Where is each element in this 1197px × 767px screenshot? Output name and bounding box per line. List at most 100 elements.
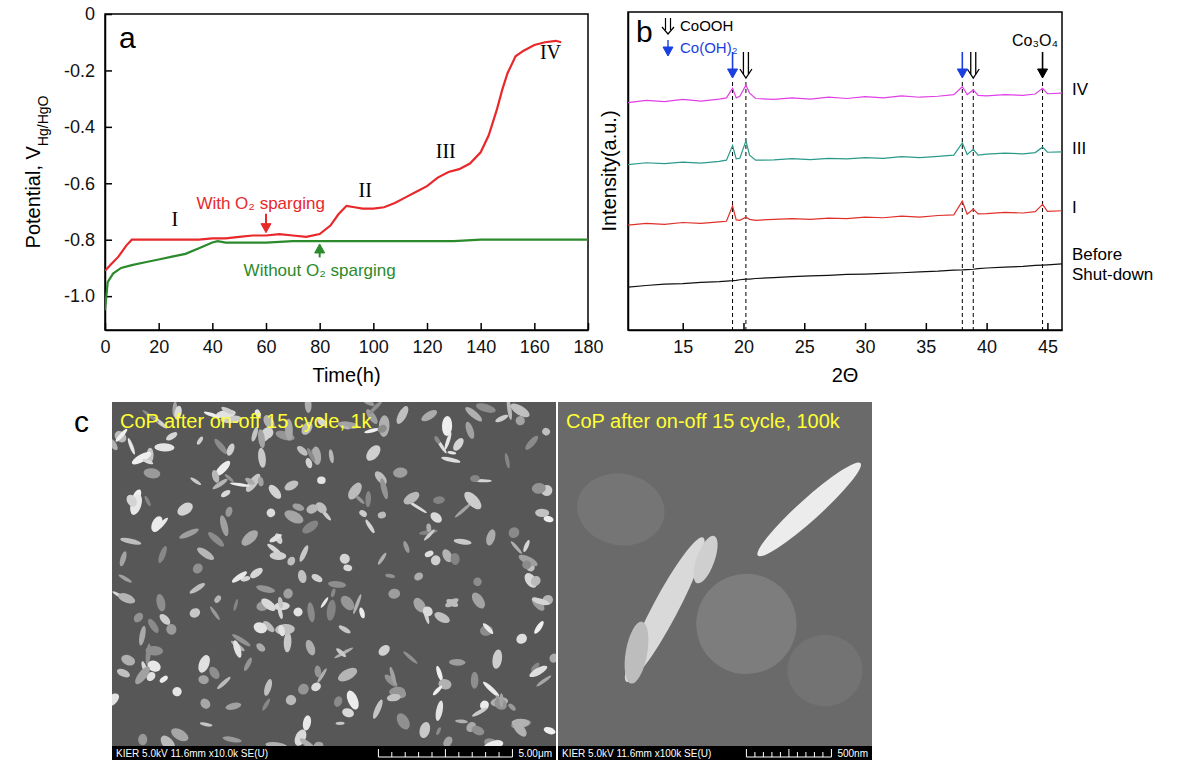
sem-flake: [377, 552, 388, 566]
sem-flake: [364, 519, 376, 535]
sem-scale-label: 500nm: [837, 748, 868, 759]
sem-flake: [430, 554, 442, 566]
sem-flake: [473, 577, 482, 587]
x-axis-tick-label: 40: [977, 337, 997, 357]
x-axis-tick-label: 20: [734, 337, 754, 357]
x-axis-line: [629, 330, 1063, 332]
y-axis: [628, 13, 629, 331]
legend-icon: [670, 18, 671, 30]
scale-bar-tick: [763, 752, 764, 757]
sem-flake: [210, 469, 220, 483]
x-axis-tick-mark: [480, 323, 482, 330]
sem-scale-bar: [378, 749, 512, 757]
y-axis-title: Potential, VHg/HgO: [22, 95, 51, 248]
plot-frame: [105, 14, 588, 330]
arrow-head: [1038, 69, 1048, 78]
x-axis-tick-mark: [804, 323, 806, 330]
arrow-head: [315, 244, 325, 253]
arrow-head: [740, 69, 752, 78]
sem-flake: [444, 596, 460, 609]
sem-flake: [371, 698, 384, 719]
sem-flake: [362, 402, 375, 407]
sem-flake: [363, 443, 383, 464]
arrow-head: [728, 69, 738, 78]
sem-flake: [188, 606, 202, 619]
scale-bar-tick: [788, 749, 789, 757]
sem-flake: [257, 477, 264, 487]
sem-flake: [261, 698, 272, 712]
y-axis-tick: -0.6: [64, 174, 112, 194]
sem-flake: [463, 405, 484, 424]
legend-icon: [663, 47, 673, 56]
x-axis-tick-label: 40: [203, 337, 223, 357]
x-axis-tick-label: 0: [100, 337, 110, 357]
x-axis-tick-label: 15: [673, 337, 693, 357]
scale-bar-tick: [797, 752, 798, 757]
sem-flake: [341, 707, 355, 719]
sem-flake: [189, 476, 202, 486]
sem-flake: [491, 649, 503, 670]
scale-bar-tick: [391, 752, 392, 757]
x-axis-tick: 120: [412, 323, 442, 357]
panel-b: 15202530354045Co₃O₄IVIIIIBeforeShut-down…: [598, 12, 1153, 386]
arrow-shaft: [975, 52, 976, 74]
sem-flake: [464, 421, 476, 440]
sem-flake: [171, 685, 184, 698]
series-line: [628, 141, 1062, 165]
sem-flake: [345, 480, 364, 502]
sem-flake: [336, 722, 345, 725]
sem-flake: [143, 467, 161, 479]
sem-background: [112, 402, 556, 760]
sem-flake: [454, 502, 472, 519]
sem-flake: [333, 695, 344, 708]
sem-flake: [191, 562, 205, 576]
y-axis-tick-mark: [105, 70, 112, 72]
y-axis-line: [105, 15, 107, 331]
sem-flake: [461, 489, 484, 512]
series-line: [105, 41, 561, 271]
sem-flake: [355, 495, 366, 505]
sem-flake: [166, 623, 178, 635]
stage-label: I: [171, 208, 178, 230]
sem-flake: [259, 596, 278, 613]
legend-icon: [662, 27, 674, 34]
sem-flake: [450, 553, 460, 566]
panel-c: cCoP after on-off 15 cycle, 1kKIER 5.0kV…: [74, 396, 872, 760]
sem-flake: [252, 620, 269, 635]
sem-flake: [283, 632, 292, 653]
y-axis-line: [628, 13, 630, 331]
sem-flake: [335, 647, 347, 658]
scale-bar-tick: [746, 749, 747, 757]
sem-flake: [358, 509, 368, 519]
sem-flake: [484, 528, 497, 546]
sem-flake: [455, 719, 468, 724]
sem-flake: [310, 572, 324, 583]
sem-flake: [285, 695, 296, 706]
sem-flake: [751, 455, 868, 563]
x-axis-tick-mark: [158, 323, 160, 330]
sem-flake: [277, 606, 284, 620]
x-axis-tick-label: 35: [916, 337, 936, 357]
sem-flake: [543, 515, 554, 523]
sem-flake: [255, 641, 267, 653]
x-axis-tick: 35: [916, 323, 936, 357]
x-axis-tick-mark: [926, 323, 928, 330]
sem-flake: [224, 506, 233, 518]
sem-flake: [218, 514, 230, 537]
scale-bar-tick: [418, 752, 419, 757]
sem-flake: [257, 447, 267, 468]
y-axis-tick-label: -0.6: [64, 174, 95, 194]
sem-flake: [338, 624, 352, 635]
sem-flake: [388, 588, 401, 599]
sem-flake: [268, 532, 283, 543]
sem-flake: [532, 483, 547, 495]
sem-flake: [143, 495, 152, 507]
sem-scale-label: 5.00μm: [518, 748, 552, 759]
sem-flake: [471, 706, 488, 718]
sem-flake: [388, 666, 397, 685]
sem-flake: [296, 682, 311, 697]
sem-flake: [420, 408, 439, 424]
arrow-shaft: [748, 52, 749, 74]
y-axis-title-main: Potential, V: [22, 145, 44, 248]
sem-flake: [426, 523, 432, 532]
